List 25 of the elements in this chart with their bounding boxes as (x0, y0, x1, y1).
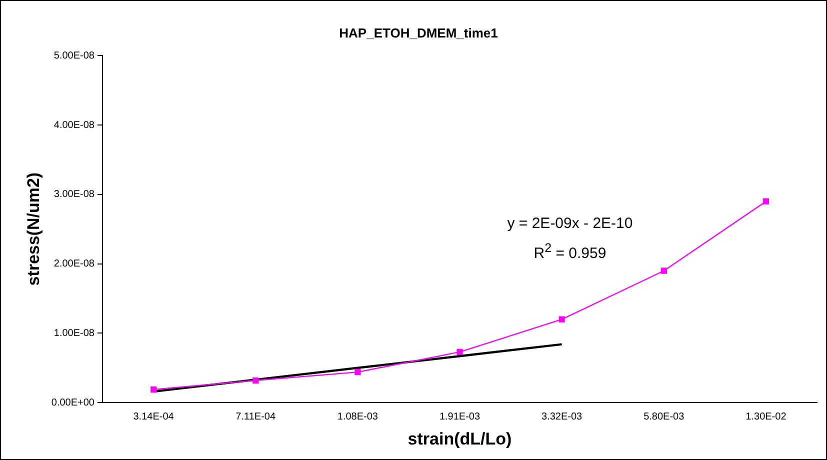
y-tick-label: 4.00E-08 (54, 120, 95, 131)
x-tick-label: 1.08E-03 (337, 411, 378, 422)
point (660, 268, 667, 274)
point (558, 316, 565, 322)
x-tick-label: 3.32E-03 (542, 411, 583, 422)
x-axis-title: strain(dL/Lo) (408, 429, 512, 448)
x-tick-label: 1.91E-03 (439, 411, 480, 422)
annotation: R$^{2}$ = 0.959 (532, 240, 608, 264)
x-tick-label: 3.14E-04 (133, 411, 174, 422)
x-tick-label: 7.11E-04 (236, 411, 276, 422)
chart-title: HAP_ETOH_DMEM_time1 (339, 25, 498, 40)
x-tick-label: 5.80E-03 (644, 411, 685, 422)
y-tick-label: 3.00E-08 (54, 189, 95, 200)
point (456, 348, 463, 356)
y-tick-label: 0.00E+00 (51, 397, 95, 408)
y-axis-title: stress(N/um2) (24, 172, 43, 286)
y-tick-label: 2.00E-08 (54, 258, 95, 270)
annotation: y = 2E-09x - 2E-10 (506, 214, 634, 234)
point (762, 198, 770, 204)
point (252, 377, 259, 384)
point (354, 368, 361, 376)
x-tick-label: 1.30E-02 (746, 411, 787, 422)
y-tick-label: 1.00E-08 (54, 328, 95, 339)
point (150, 386, 157, 392)
y-tick-label: 5.00E-08 (54, 50, 95, 62)
